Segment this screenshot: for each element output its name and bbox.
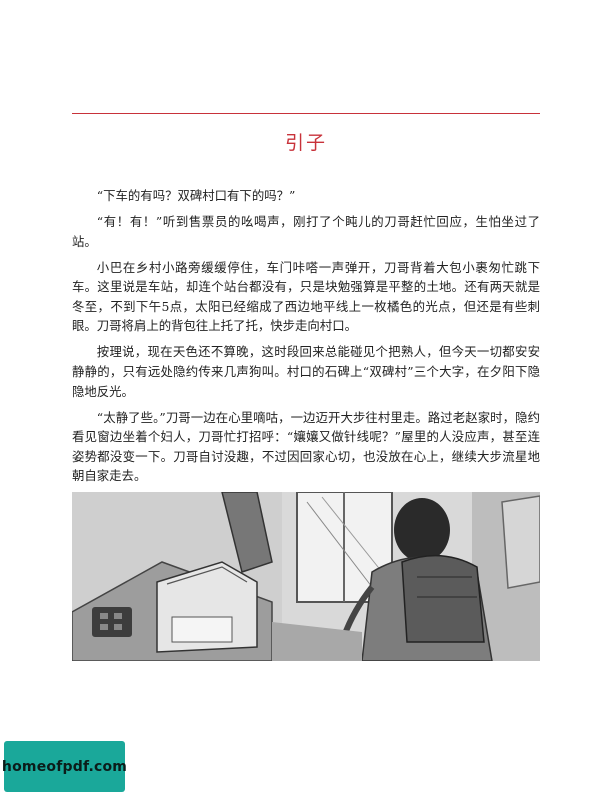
paragraph-5: “太静了些。”刀哥一边在心里嘀咕，一边迈开大步往村里走。路过老赵家时，隐约看见窗… — [72, 409, 540, 484]
paragraph-1: “下车的有吗？双碑村口有下的吗？” — [96, 188, 296, 203]
chapter-illustration — [72, 492, 540, 661]
chapter-title: 引子 — [284, 132, 327, 154]
body-text: “下车的有吗？双碑村口有下的吗？” “有！有！”听到售票员的吆喝声，刚打了个盹儿… — [72, 186, 540, 492]
paragraph-4: 按理说，现在天色还不算晚，这时段回来总能碰见个把熟人，但今天一切都安安静静的，只… — [72, 344, 540, 399]
paragraph-2: “有！有！”听到售票员的吆喝声，刚打了个盹儿的刀哥赶忙回应，生怕坐过了站。 — [72, 213, 540, 249]
watermark-badge: homeofpdf.com — [2, 741, 127, 792]
paragraph-3: 小巴在乡村小路旁缓缓停住，车门咔嗒一声弹开，刀哥背着大包小裹匆忙跳下车。这里说是… — [72, 259, 540, 334]
header-rule — [72, 113, 540, 114]
